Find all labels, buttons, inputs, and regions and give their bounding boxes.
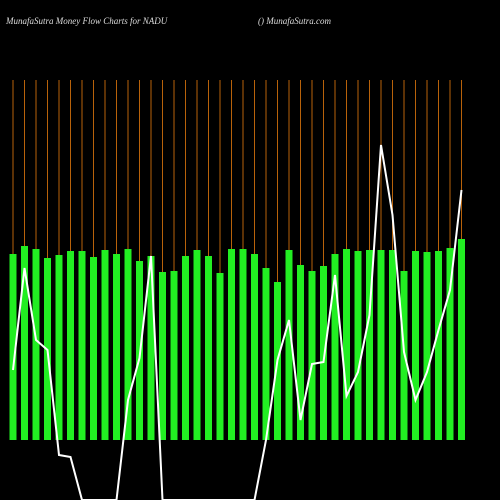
bar xyxy=(216,273,224,440)
bar xyxy=(343,249,350,440)
bar xyxy=(113,254,120,440)
bar xyxy=(193,250,201,440)
bar xyxy=(147,256,155,440)
bar xyxy=(67,251,74,440)
bar xyxy=(228,249,235,440)
bar xyxy=(297,265,304,440)
bar xyxy=(9,254,17,440)
bar xyxy=(21,246,28,440)
bar xyxy=(446,248,454,440)
bar xyxy=(412,251,419,440)
bar xyxy=(366,250,373,440)
bar xyxy=(55,255,63,440)
bar xyxy=(320,266,327,440)
bar xyxy=(262,268,270,440)
bar xyxy=(285,250,293,440)
bar xyxy=(90,257,97,440)
bar xyxy=(101,250,109,440)
bar xyxy=(458,239,465,440)
bar xyxy=(331,254,339,440)
bar xyxy=(32,249,40,440)
bar xyxy=(205,256,212,440)
bar xyxy=(308,271,316,440)
bar xyxy=(159,272,166,440)
chart-subtitle: () MunafaSutra.com xyxy=(258,16,331,26)
bar xyxy=(423,252,431,440)
bar xyxy=(78,251,86,440)
bar xyxy=(251,254,258,440)
bar xyxy=(170,271,178,440)
bar xyxy=(239,249,247,440)
line xyxy=(12,144,463,500)
bar xyxy=(182,256,189,440)
bar xyxy=(389,250,396,440)
bar xyxy=(377,250,385,440)
chart-title: MunafaSutra Money Flow Charts for NADU xyxy=(5,16,168,26)
bar xyxy=(435,251,442,440)
bar xyxy=(354,251,362,440)
bar xyxy=(124,249,132,440)
